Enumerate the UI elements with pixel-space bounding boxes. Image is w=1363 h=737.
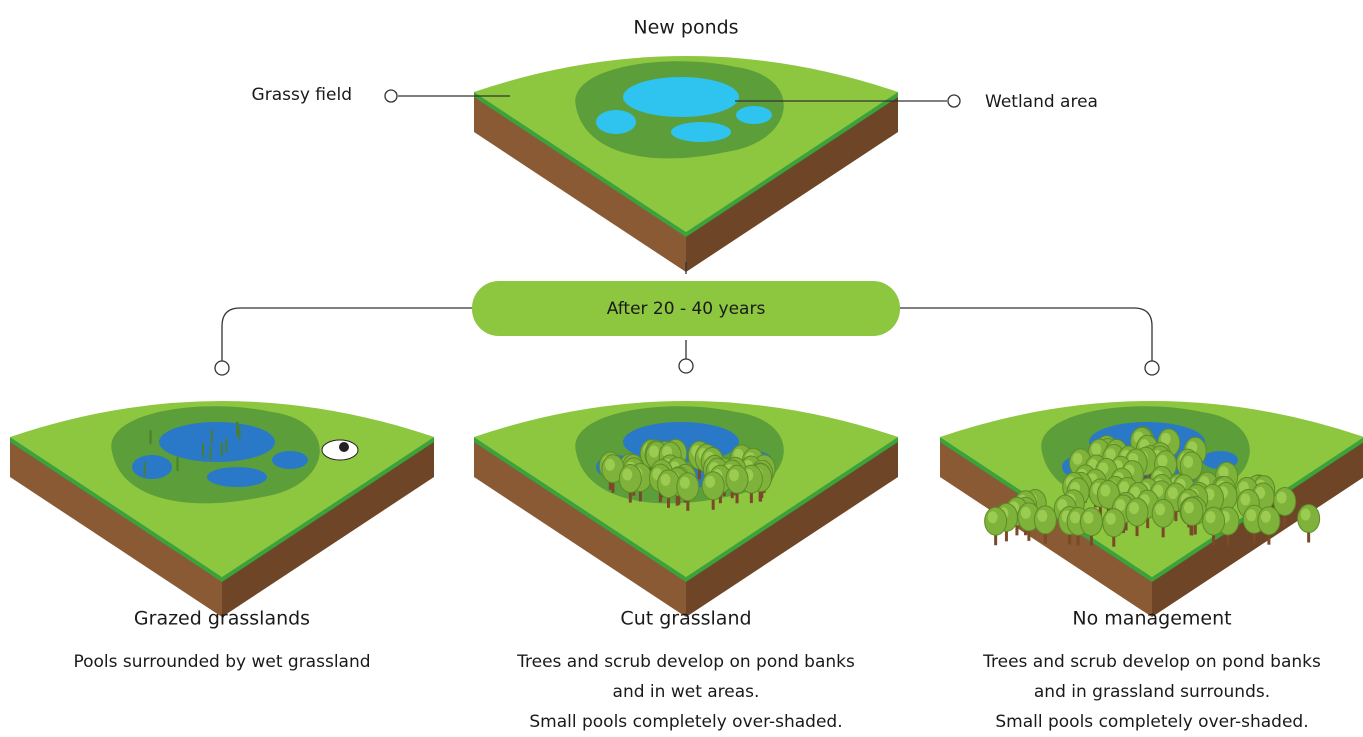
land-block [474, 56, 898, 272]
tree-highlight [1155, 503, 1165, 515]
land-block [10, 401, 434, 617]
connector [900, 308, 1152, 361]
tree-highlight [1100, 485, 1110, 497]
pool [207, 467, 267, 487]
outcome-description: Trees and scrub develop on pond banks [982, 652, 1321, 672]
tree-highlight [1158, 455, 1168, 467]
cow-spot [339, 442, 349, 452]
tree-highlight [1091, 443, 1101, 455]
outcome-title: Grazed grasslands [134, 608, 310, 630]
outcome-description: Small pools completely over-shaded. [995, 712, 1308, 732]
label: Grassy field [252, 85, 352, 105]
illustrations [10, 56, 1363, 617]
tree-highlight [1277, 492, 1287, 504]
diagram: New ponds Grassy field Wetland area Afte… [0, 0, 1363, 737]
tree-highlight [1246, 509, 1256, 521]
outcome-title: No management [1072, 608, 1231, 630]
connector-dot [948, 95, 960, 107]
tree-highlight [705, 476, 715, 488]
outcome-description: and in grassland surrounds. [1034, 682, 1270, 702]
connector-dot [385, 90, 397, 102]
pool [623, 77, 739, 117]
tree-highlight [1184, 501, 1194, 513]
tree-highlight [1301, 509, 1311, 521]
outcome-description: and in wet areas. [613, 682, 760, 702]
pool [596, 110, 636, 134]
stage-label: After 20 - 40 years [607, 299, 766, 319]
connector-dot [215, 361, 229, 375]
outcome-title: Cut grassland [620, 608, 751, 630]
label: Wetland area [985, 92, 1098, 112]
outcomes: Grazed grasslands Pools surrounded by wet… [73, 608, 1321, 733]
connector-dot [1145, 361, 1159, 375]
tree-highlight [680, 477, 690, 489]
tree-highlight [1037, 510, 1047, 522]
title: New ponds [633, 17, 738, 39]
pool [671, 122, 731, 142]
tree-highlight [622, 469, 632, 481]
tree-highlight [605, 459, 615, 471]
tree-highlight [1168, 487, 1178, 499]
tree-highlight [1129, 502, 1139, 514]
tree-highlight [1106, 513, 1116, 525]
pool [736, 106, 772, 124]
tree-highlight [729, 469, 739, 481]
land-block [474, 401, 898, 617]
tree-highlight [1206, 511, 1216, 523]
outcome-description: Pools surrounded by wet grassland [73, 652, 370, 672]
tree-highlight [1072, 453, 1082, 465]
tree-highlight [1083, 512, 1093, 524]
tree-highlight [1183, 456, 1193, 468]
tree-highlight [1261, 511, 1271, 523]
tree-highlight [649, 446, 659, 458]
connector-dot [679, 359, 693, 373]
tree-highlight [1070, 511, 1080, 523]
outcome-description: Trees and scrub develop on pond banks [516, 652, 855, 672]
tree-highlight [661, 474, 671, 486]
connector [222, 308, 472, 361]
tree-highlight [988, 511, 998, 523]
tree-highlight [1021, 507, 1031, 519]
land-block [940, 401, 1363, 617]
outcome-description: Small pools completely over-shaded. [529, 712, 842, 732]
tree-highlight [1240, 493, 1250, 505]
pool [132, 455, 172, 479]
pool [272, 451, 308, 469]
pool [159, 422, 275, 462]
